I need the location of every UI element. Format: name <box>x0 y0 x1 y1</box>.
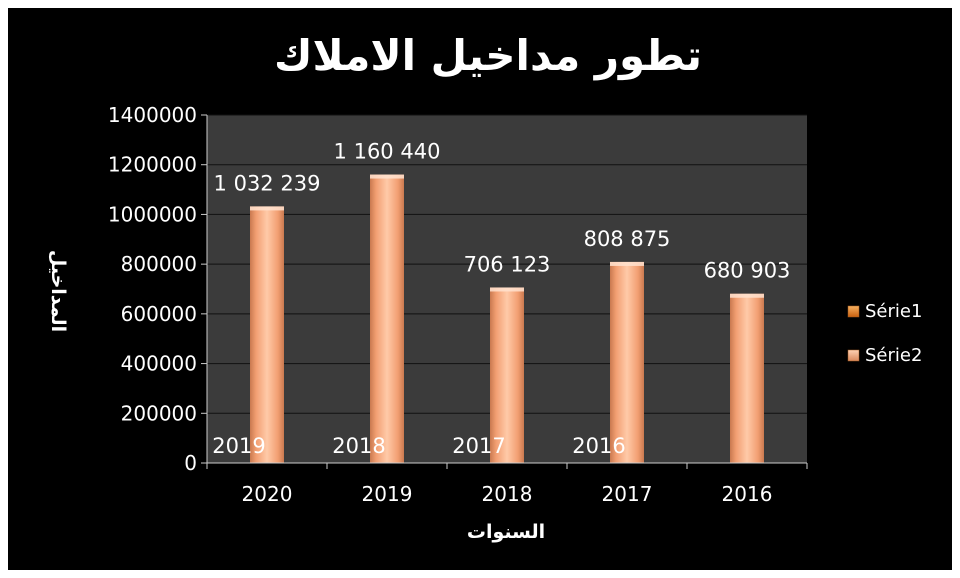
y-axis-title: المداخيل <box>47 250 69 332</box>
y-tick-label: 200000 <box>121 401 197 425</box>
data-label-serie1: 2019 <box>212 434 265 458</box>
chart-frame: تطور مداخيل الاملاك 0 200000 400000 600000 8… <box>8 8 952 570</box>
y-tick-label: 1200000 <box>108 153 197 177</box>
axes <box>206 115 807 464</box>
data-label-serie2: 706 123 <box>464 252 551 276</box>
data-label-serie1: 2018 <box>332 434 385 458</box>
y-tick-label: 0 <box>184 451 197 475</box>
data-label-serie1: 2016 <box>572 434 625 458</box>
legend: Série1 Série2 <box>847 301 922 366</box>
x-axis-ticks: 2020 2019 2018 2017 2016 <box>206 463 808 506</box>
y-axis-ticks: 0 200000 400000 600000 800000 1000000 1200000 1… <box>108 103 207 475</box>
bar-serie2 <box>250 206 284 464</box>
y-tick-label: 400000 <box>121 352 197 376</box>
x-tick-label: 2019 <box>362 482 413 506</box>
x-tick-label: 2017 <box>602 482 653 506</box>
y-tick-label: 1000000 <box>108 202 197 226</box>
bar-serie2 <box>730 293 764 463</box>
legend-label: Série2 <box>865 345 922 366</box>
x-tick-label: 2016 <box>722 482 773 506</box>
x-tick-label: 2020 <box>242 482 293 506</box>
bar-top-highlight <box>370 174 404 179</box>
y-tick-label: 1400000 <box>108 103 197 127</box>
bars: 1 032 239 2019 1 160 440 2018 706 123 2017 808… <box>212 140 791 464</box>
bar-top-highlight <box>490 287 524 292</box>
bar-top-highlight <box>610 261 644 266</box>
legend-swatch <box>847 349 860 362</box>
bar-chart: تطور مداخيل الاملاك 0 200000 400000 600000 8… <box>47 31 922 543</box>
bar-serie2 <box>610 261 644 463</box>
bar-serie2 <box>490 287 524 463</box>
data-label-serie2: 680 903 <box>704 259 791 283</box>
bar-serie2 <box>370 174 404 463</box>
chart-title: تطور مداخيل الاملاك <box>274 31 702 81</box>
bar-top-highlight <box>730 293 764 298</box>
data-label-serie2: 808 875 <box>584 227 671 251</box>
bar-top-highlight <box>250 206 284 211</box>
data-label-serie1: 2017 <box>452 434 505 458</box>
legend-swatch <box>847 305 860 318</box>
y-tick-label: 600000 <box>121 302 197 326</box>
y-tick-label: 800000 <box>121 252 197 276</box>
x-tick-label: 2018 <box>482 482 533 506</box>
x-axis-title: السنوات <box>467 521 545 543</box>
data-label-serie2: 1 032 239 <box>214 171 321 195</box>
data-label-serie2: 1 160 440 <box>334 140 441 164</box>
legend-label: Série1 <box>865 301 922 322</box>
